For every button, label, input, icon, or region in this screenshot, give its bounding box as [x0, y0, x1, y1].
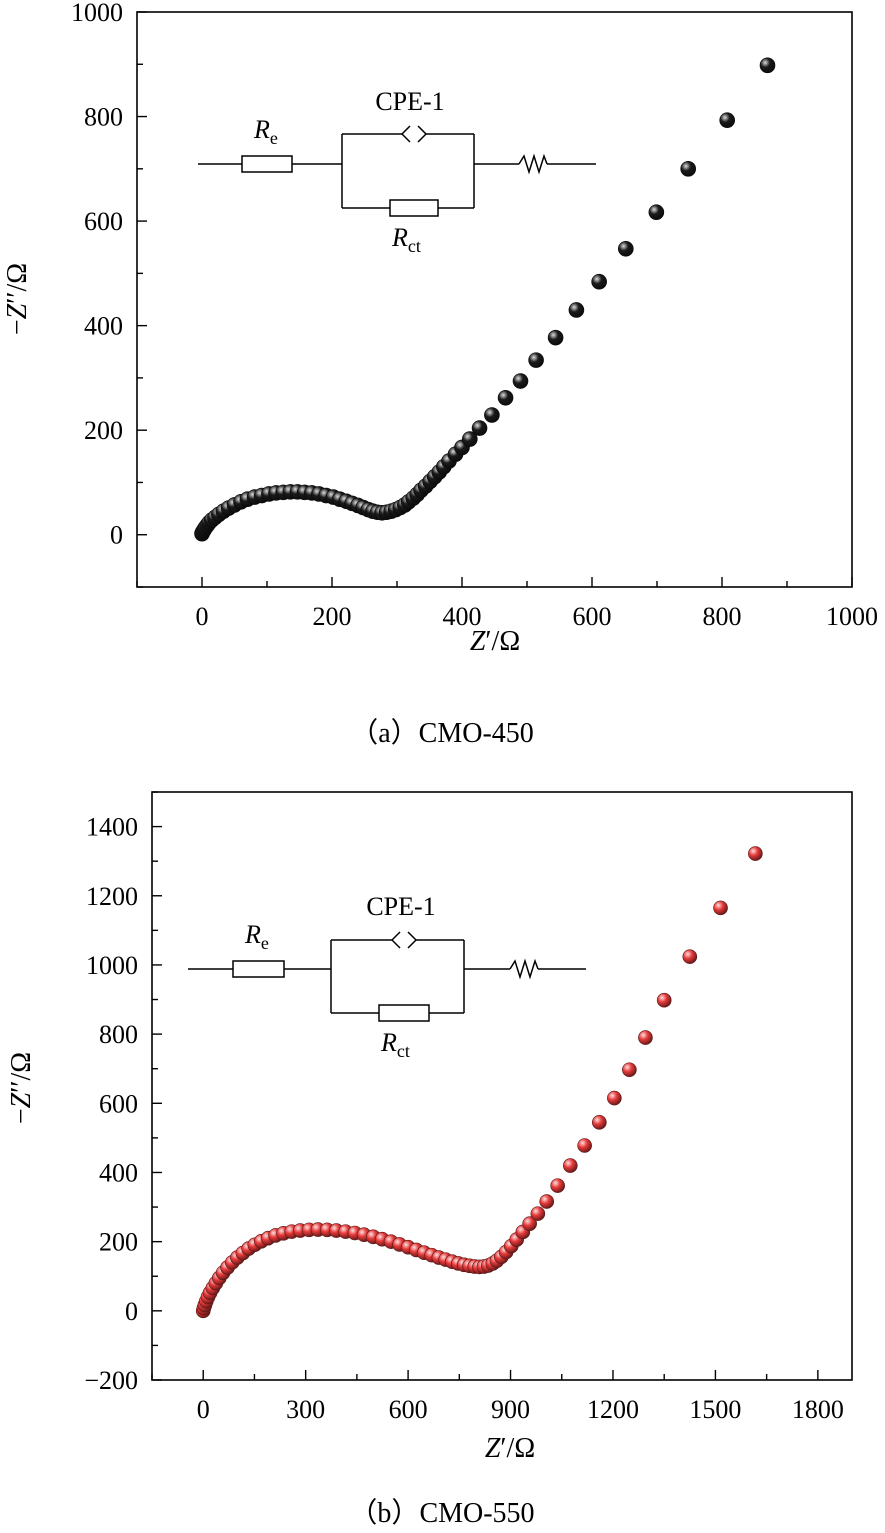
data-point: [638, 1030, 653, 1045]
panel-b-rct-resistor: [378, 1004, 430, 1022]
panel-a-plot-frame: [136, 11, 853, 588]
y-tick-label: −200: [84, 1366, 138, 1395]
panel-b-equivalent-circuit: Re CPE-1 Rct: [188, 892, 586, 1061]
y-tick-label: 200: [84, 416, 123, 445]
data-point: [607, 1090, 622, 1106]
x-tick-label: 300: [286, 1395, 325, 1424]
panel-b-x-tick-labels: 0 300 600 900 1200 1500 1800: [197, 1395, 844, 1424]
y-tick-label: 800: [99, 1020, 138, 1049]
panel-b-data-points: [195, 846, 763, 1319]
panel-b-x-axis-title: Z′/Ω: [485, 1433, 535, 1464]
data-point: [547, 329, 564, 346]
panel-a-rct-label: Rct: [391, 223, 421, 256]
panel-b-y-axis-title: −Z′′/Ω: [6, 1052, 37, 1124]
panel-a-re-resistor: [241, 155, 293, 173]
y-tick-label: 1400: [86, 813, 138, 842]
x-tick-label: 0: [196, 602, 209, 631]
data-point: [759, 57, 776, 74]
y-tick-label: 600: [84, 207, 123, 236]
x-tick-label: 600: [389, 1395, 428, 1424]
panel-b-warburg-element: [509, 958, 539, 980]
data-point: [656, 992, 672, 1008]
panel-a-data-points: [194, 57, 776, 542]
panel-a-cpe-label: CPE-1: [375, 87, 444, 116]
x-tick-label: 0: [197, 1395, 210, 1424]
data-point: [592, 1115, 607, 1130]
y-tick-label: 200: [99, 1228, 138, 1257]
panel-b-axis-ticks: [151, 791, 819, 1381]
data-point: [682, 949, 698, 964]
y-tick-label: 0: [125, 1297, 138, 1326]
panel-a-cpe-element: [401, 125, 428, 143]
panel-a-y-axis-title: −Z′′/Ω: [2, 263, 33, 335]
data-point: [622, 1062, 637, 1078]
y-tick-label: 800: [84, 103, 123, 132]
data-point: [471, 420, 488, 436]
panel-b-cpe-label: CPE-1: [366, 892, 435, 921]
x-tick-label: 1800: [792, 1395, 844, 1424]
x-tick-label: 200: [313, 602, 352, 631]
data-point: [461, 431, 478, 447]
y-tick-label: 1000: [86, 951, 138, 980]
data-point: [648, 204, 665, 221]
panel-b-re-label: Re: [244, 920, 269, 953]
panel-a-axis-ticks: [136, 11, 853, 588]
panel-a-x-tick-labels: 0 200 400 600 800 1000: [196, 602, 879, 631]
data-point: [748, 846, 763, 861]
data-point: [550, 1178, 565, 1193]
data-point: [591, 273, 607, 290]
y-tick-label: 600: [99, 1089, 138, 1118]
data-point: [577, 1138, 592, 1153]
x-tick-label: 800: [703, 602, 742, 631]
data-point: [562, 1158, 578, 1173]
data-point: [512, 373, 529, 389]
panel-b-cpe-element: [391, 931, 418, 949]
panel-a-y-tick-labels: 0 200 400 600 800 1000: [71, 0, 123, 550]
x-tick-label: 1500: [689, 1395, 741, 1424]
x-tick-label: 400: [443, 602, 482, 631]
data-point: [713, 900, 728, 916]
panel-a-warburg-element: [518, 153, 548, 175]
data-point: [484, 407, 500, 423]
y-tick-label: 400: [99, 1158, 138, 1187]
panel-b-caption: （b）CMO-550: [349, 1497, 534, 1529]
data-point: [539, 1194, 555, 1209]
x-tick-label: 1000: [826, 602, 878, 631]
y-tick-label: 1200: [86, 882, 138, 911]
panel-b-re-resistor: [232, 960, 285, 978]
data-point: [522, 1216, 537, 1231]
x-tick-label: 1200: [587, 1395, 639, 1424]
panel-a-caption: （a）CMO-450: [350, 717, 534, 749]
y-tick-label: 400: [84, 312, 123, 341]
panel-a-equivalent-circuit: Re CPE-1 Rct: [198, 87, 596, 256]
panel-a-re-label: Re: [253, 115, 278, 148]
panel-a-rct-resistor: [389, 199, 439, 217]
y-tick-label: 1000: [71, 0, 123, 27]
data-point: [530, 1206, 546, 1221]
x-tick-label: 600: [573, 602, 612, 631]
panel-b-rct-label: Rct: [380, 1028, 410, 1061]
panel-b-cmo-550: 0 300 600 900 1200 1500 1800 −200 0 200 400 600 800…: [6, 791, 853, 1529]
data-point: [568, 302, 585, 318]
y-tick-label: 0: [110, 521, 123, 550]
data-point: [617, 240, 634, 257]
panel-a-x-axis-title: Z′/Ω: [470, 626, 520, 657]
data-point: [719, 112, 736, 129]
panel-a-cmo-450: 0 200 400 600 800 1000 0 200 400 600 800 1000 Re C…: [2, 0, 878, 749]
x-tick-label: 900: [491, 1395, 530, 1424]
data-point: [680, 161, 697, 177]
data-point: [497, 389, 514, 406]
panel-b-y-tick-labels: −200 0 200 400 600 800 1000 1200 1400: [84, 813, 138, 1395]
panel-b-plot-frame: [151, 791, 853, 1381]
data-point: [528, 352, 544, 368]
